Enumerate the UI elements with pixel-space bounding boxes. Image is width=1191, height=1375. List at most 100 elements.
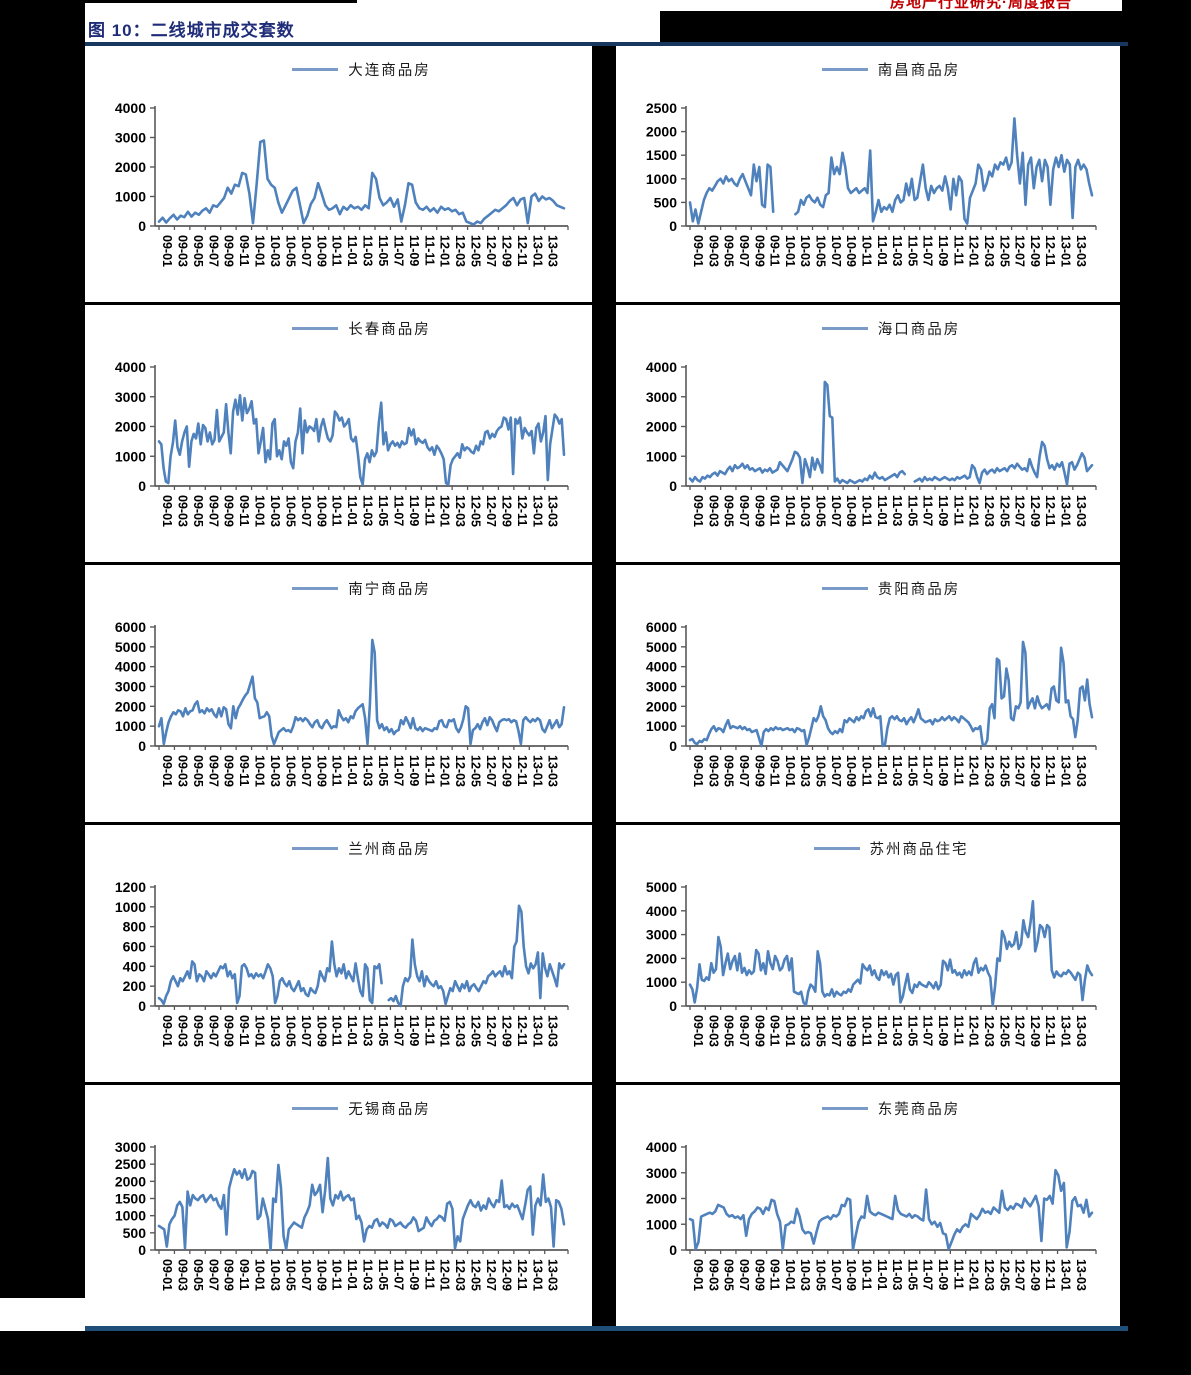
x-tick-label: 09-05 [191, 1015, 205, 1047]
x-tick-label: 10-07 [829, 495, 843, 527]
legend-guiyang: 贵阳商品房 [686, 577, 1096, 599]
x-tick-label: 11-03 [890, 1259, 904, 1290]
x-tick-label: 12-01 [438, 235, 452, 267]
legend-label: 无锡商品房 [348, 1101, 431, 1118]
x-tick-label: 09-07 [206, 1015, 220, 1047]
x-tick-label: 09-03 [175, 1015, 189, 1047]
x-tick-label: 11-11 [951, 235, 965, 266]
x-tick-label: 12-09 [1028, 1259, 1042, 1291]
y-tick-label: 3000 [115, 1139, 146, 1155]
y-tick-label: 4000 [646, 1139, 677, 1155]
y-tick-label: 800 [123, 919, 147, 935]
y-tick-label: 0 [669, 478, 677, 494]
legend-label: 长春商品房 [348, 321, 431, 338]
x-tick-label: 09-03 [175, 1259, 189, 1291]
x-tick-label: 10-05 [283, 1259, 297, 1291]
x-tick-label: 11-03 [890, 755, 904, 786]
series-line [913, 440, 1094, 486]
x-tick-label: 10-01 [253, 1259, 267, 1291]
x-tick-label: 10-11 [330, 755, 344, 786]
x-tick-label: 10-01 [253, 495, 267, 527]
y-tick-label: 1500 [115, 1191, 146, 1207]
x-tick-label: 12-05 [469, 235, 483, 267]
x-tick-label: 13-01 [1059, 495, 1073, 527]
chart-canvas-nanning: 0 1000 2000 3000 4000 5000 6000 09-01 09-03 09-05… [115, 619, 569, 787]
x-tick-label: 09-05 [722, 235, 736, 267]
y-tick-label: 500 [654, 194, 678, 210]
legend-line-icon [821, 1106, 868, 1110]
chart-panel-nanchang: 0 500 1000 1500 2000 2500 09-01 09-03 09-05 09-07… [616, 46, 1120, 302]
x-tick-label: 12-03 [982, 495, 996, 527]
legend-label: 大连商品房 [348, 62, 431, 79]
chart-panel-haikou: 0 1000 2000 3000 4000 09-01 09-03 09-05 09-07 09-… [616, 305, 1120, 562]
chart-canvas-nanchang: 0 500 1000 1500 2000 2500 09-01 09-03 09-05 09-07… [646, 100, 1097, 267]
x-tick-label: 11-01 [875, 755, 889, 786]
x-tick-label: 10-09 [844, 235, 858, 267]
x-tick-label: 12-03 [982, 235, 996, 267]
legend-nanning: 南宁商品房 [155, 577, 568, 599]
y-tick-label: 2000 [646, 1191, 677, 1207]
y-tick-label: 1000 [115, 1208, 146, 1224]
y-tick-label: 1000 [646, 718, 677, 734]
x-tick-label: 11-05 [905, 235, 919, 266]
y-tick-label: 2000 [115, 159, 146, 175]
x-tick-label: 10-07 [829, 755, 843, 787]
y-tick-label: 4000 [646, 659, 677, 675]
y-tick-label: 0 [669, 218, 677, 234]
x-tick-label: 11-11 [422, 235, 436, 266]
x-tick-label: 10-01 [253, 1015, 267, 1047]
x-tick-label: 11-09 [936, 495, 950, 526]
chart-panel-dalian: 0 1000 2000 3000 4000 09-01 09-03 09-05 09-07 09-… [85, 46, 592, 302]
x-tick-label: 13-03 [1074, 1015, 1088, 1047]
x-tick-label: 11-11 [951, 1015, 965, 1046]
x-tick-label: 12-03 [982, 1259, 996, 1291]
x-tick-label: 09-03 [706, 1015, 720, 1047]
x-tick-label: 12-01 [967, 235, 981, 267]
x-tick-label: 11-03 [361, 1259, 375, 1290]
x-tick-label: 11-11 [422, 1259, 436, 1290]
x-tick-label: 10-11 [859, 495, 873, 526]
bottom-rule [85, 1326, 1128, 1331]
x-tick-label: 11-11 [951, 1259, 965, 1290]
x-tick-label: 11-11 [951, 495, 965, 526]
x-tick-label: 10-09 [844, 755, 858, 787]
x-tick-label: 12-03 [453, 755, 467, 787]
page-top-strip: 房地产行业研究·周度报告 [85, 0, 1122, 11]
x-tick-label: 10-03 [798, 755, 812, 787]
x-tick-label: 12-01 [967, 1259, 981, 1291]
x-tick-label: 12-05 [997, 1015, 1011, 1047]
x-tick-label: 12-01 [967, 755, 981, 787]
x-tick-label: 09-09 [752, 1259, 766, 1291]
x-tick-label: 12-09 [1028, 235, 1042, 267]
x-tick-label: 10-01 [253, 235, 267, 267]
x-tick-label: 11-11 [422, 1015, 436, 1046]
x-tick-label: 11-05 [376, 1259, 390, 1290]
x-tick-label: 10-05 [814, 235, 828, 267]
x-tick-label: 09-09 [752, 235, 766, 267]
chart-panel-wuxi: 0 500 1000 1500 2000 2500 3000 09-01 09-03 09-05 0… [85, 1085, 592, 1326]
y-tick-label: 3000 [115, 679, 146, 695]
legend-label: 南宁商品房 [348, 581, 431, 598]
x-tick-label: 09-07 [206, 235, 220, 267]
x-tick-label: 12-09 [499, 1015, 513, 1047]
x-tick-label: 12-05 [469, 755, 483, 787]
x-tick-label: 11-01 [345, 1015, 359, 1046]
x-tick-label: 12-11 [1043, 235, 1057, 266]
x-tick-label: 12-09 [499, 235, 513, 267]
x-tick-label: 12-05 [469, 1015, 483, 1047]
x-tick-label: 13-01 [530, 1015, 544, 1047]
x-tick-label: 09-07 [206, 755, 220, 787]
legend-lanzhou: 兰州商品房 [155, 837, 568, 859]
x-tick-label: 10-11 [330, 235, 344, 266]
x-tick-label: 10-03 [798, 1015, 812, 1047]
x-tick-label: 09-01 [691, 755, 705, 787]
x-tick-label: 12-01 [438, 755, 452, 787]
x-tick-label: 12-03 [982, 755, 996, 787]
legend-nanchang: 南昌商品房 [686, 58, 1096, 80]
x-tick-label: 10-07 [829, 235, 843, 267]
x-tick-label: 09-05 [191, 235, 205, 267]
x-tick-label: 10-07 [829, 1015, 843, 1047]
legend-suzhou: 苏州商品住宅 [686, 837, 1096, 859]
